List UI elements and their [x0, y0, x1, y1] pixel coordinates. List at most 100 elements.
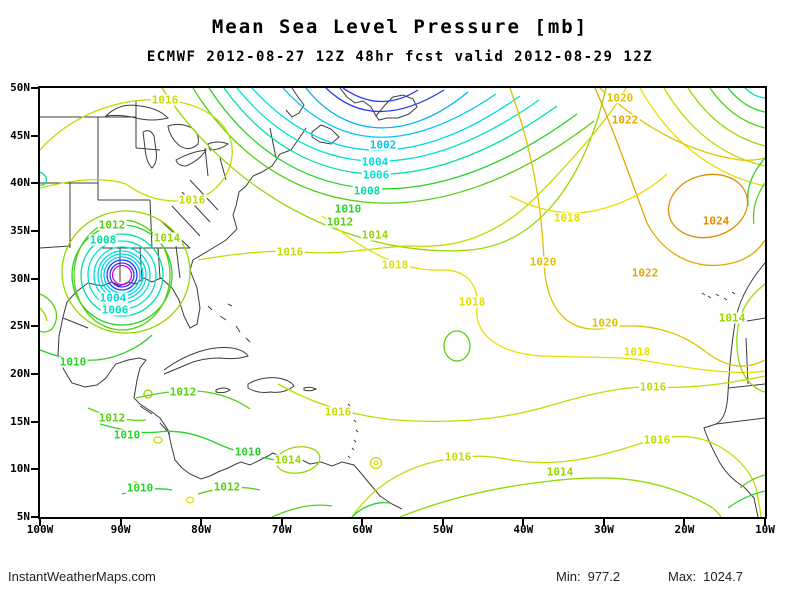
- coastline-path: [723, 297, 728, 301]
- contour-value-label: 1008: [88, 233, 118, 247]
- coastline-path: [347, 403, 351, 407]
- coastline-path: [347, 455, 351, 459]
- lat-tick: [31, 134, 38, 137]
- contour-line-l1016: [40, 99, 233, 202]
- contour-line-l1016: [153, 436, 163, 444]
- coastline-path: [285, 88, 305, 118]
- lon-tick-label: 50W: [432, 523, 453, 536]
- lat-tick-label: 25N: [10, 319, 30, 333]
- coastline-path: [269, 127, 277, 159]
- lat-tick-label: 5N: [16, 510, 30, 523]
- contour-line-l1012: [192, 88, 595, 204]
- contour-value-label: 1010: [58, 355, 88, 369]
- coastline-path: [175, 149, 207, 167]
- lat-tick: [31, 468, 38, 471]
- contour-line-l1022: [594, 88, 765, 266]
- contour-line-l1002: [282, 88, 497, 138]
- lon-tick-label: 40W: [513, 523, 534, 536]
- coastline-path: [247, 377, 295, 393]
- contour-value-label: 1002: [368, 138, 398, 152]
- lat-tick: [31, 230, 38, 232]
- coastline-path: [355, 429, 359, 433]
- contour-line-l1018: [321, 215, 765, 374]
- contour-line-blue: [106, 259, 138, 291]
- lon-tick-label: 100W: [26, 523, 54, 536]
- contour-value-label: 1018: [622, 345, 652, 359]
- contour-value-label: 1004: [360, 155, 390, 169]
- contour-value-label: 1006: [361, 168, 391, 182]
- contour-value-label: 1006: [100, 303, 130, 317]
- contour-value-label: 1010: [125, 481, 155, 495]
- lon-tick-label: 90W: [110, 523, 131, 536]
- contour-line-l1018: [373, 460, 379, 466]
- lon-tick-label: 80W: [191, 523, 212, 536]
- coastline-path: [163, 347, 249, 375]
- coastline-path: [353, 439, 357, 443]
- contour-line-l1010: [727, 88, 765, 113]
- contour-line-l1010: [727, 490, 765, 509]
- contour-value-label: 1008: [352, 184, 382, 198]
- lon-tick-label: 30W: [593, 523, 614, 536]
- contour-line-l1012: [739, 474, 765, 489]
- lat-tick: [31, 373, 38, 375]
- coastline-path: [245, 337, 251, 343]
- contour-value-label: 1010: [112, 428, 142, 442]
- contour-value-label: 1014: [273, 453, 303, 467]
- contour-value-label: 1016: [177, 193, 207, 207]
- contour-line-l1012: [709, 88, 765, 129]
- contour-value-label: 1016: [638, 380, 668, 394]
- contour-value-label: 1012: [168, 385, 198, 399]
- footer-site-link[interactable]: InstantWeatherMaps.com: [8, 569, 156, 584]
- lon-tick: [441, 519, 444, 526]
- coastline-path: [701, 292, 706, 296]
- contour-value-label: 1014: [360, 228, 390, 242]
- contour-line-l1016: [369, 456, 383, 470]
- lat-tick: [31, 87, 38, 89]
- contour-line-l1014: [399, 477, 722, 517]
- coastline-path: [227, 303, 233, 307]
- footer-max-stat: Max: 1024.7: [668, 569, 743, 584]
- lat-tick-label: 20N: [10, 367, 30, 380]
- coastline-path: [707, 295, 712, 299]
- contour-line-l1010: [746, 157, 765, 207]
- contour-value-label: 1016: [323, 405, 353, 419]
- coastline-path: [715, 417, 765, 425]
- lon-tick: [39, 519, 41, 526]
- contour-value-label: 1010: [333, 202, 363, 216]
- contour-line-l1014: [143, 389, 153, 399]
- contour-line-l1000: [305, 88, 469, 129]
- contour-line-l1012: [752, 182, 765, 225]
- map-frame: [38, 86, 767, 519]
- contour-value-label: 1004: [98, 291, 128, 305]
- coastline-path: [157, 247, 161, 279]
- coastline-path: [139, 405, 153, 415]
- coastline-path: [135, 147, 161, 151]
- lat-tick: [31, 182, 38, 185]
- contour-value-label: 1018: [457, 295, 487, 309]
- lon-tick: [764, 519, 766, 526]
- contour-line-center_fill: [111, 264, 133, 286]
- contour-line-l1024: [667, 173, 749, 239]
- contour-line-l1016: [277, 375, 765, 422]
- coastline-path: [715, 293, 720, 297]
- contour-value-label: 1022: [630, 266, 660, 280]
- coastline-path: [731, 291, 736, 295]
- lat-tick-label: 35N: [10, 224, 30, 237]
- lon-tick: [602, 519, 605, 526]
- contour-value-label: 1014: [152, 231, 182, 245]
- page-subtitle: ECMWF 2012-08-27 12Z 48hr fcst valid 201…: [146, 49, 654, 65]
- lon-tick-label: 60W: [352, 523, 373, 536]
- lat-tick: [31, 516, 38, 518]
- contour-line-l1010: [351, 501, 391, 517]
- lat-tick: [31, 420, 38, 423]
- coastline-path: [40, 245, 71, 249]
- lat-tick-label: 10N: [10, 462, 30, 476]
- max-value: 1024.7: [703, 569, 743, 584]
- lon-tick: [361, 519, 364, 526]
- contour-value-label: 1012: [97, 411, 127, 425]
- contour-line-l1012: [271, 504, 333, 517]
- contour-value-label: 1020: [605, 91, 635, 105]
- contour-value-label: 1022: [610, 113, 640, 127]
- coastline-path: [175, 245, 181, 279]
- lon-tick: [119, 519, 122, 526]
